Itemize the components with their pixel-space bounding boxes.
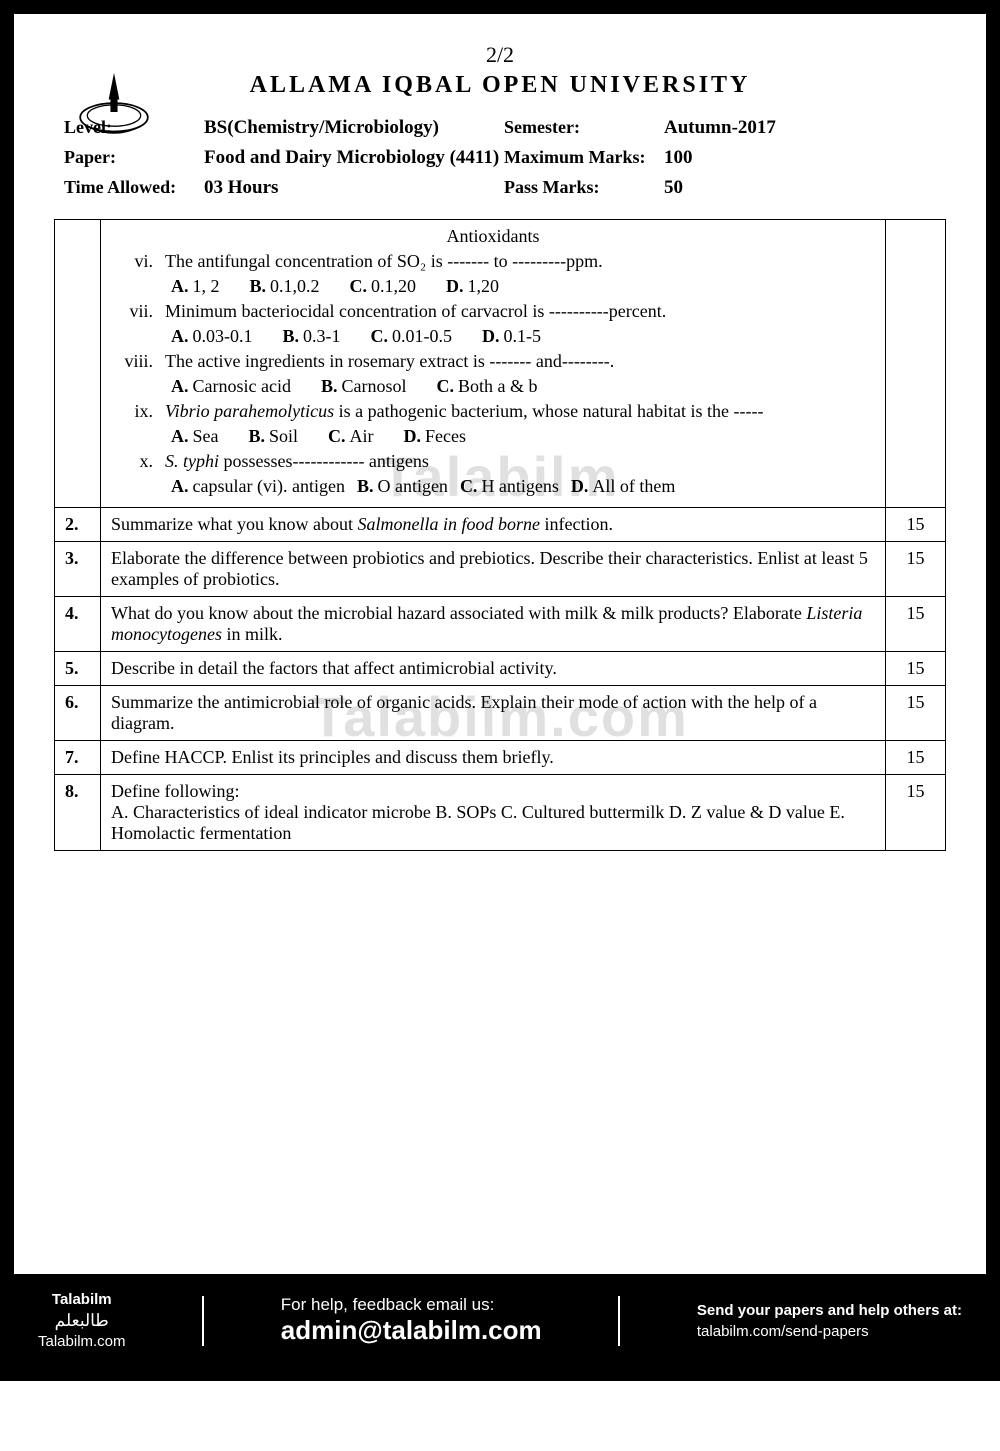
mcq-item: x. S. typhi possesses------------ antige… (111, 451, 875, 472)
question-marks: 15 (886, 652, 946, 686)
roman-num: viii. (111, 351, 165, 372)
time-value: 03 Hours (204, 177, 504, 199)
mcq-options: A.1, 2 B.0.1,0.2 C.0.1,20 D.1,20 (171, 276, 875, 297)
question-number: 3. (55, 542, 101, 597)
roman-num: ix. (111, 401, 165, 422)
question-number: 6. (55, 686, 101, 741)
footer-divider (618, 1296, 620, 1346)
passmarks-value: 50 (664, 177, 824, 199)
maxmarks-value: 100 (664, 147, 824, 169)
table-row: 3. Elaborate the difference between prob… (55, 542, 946, 597)
semester-label: Semester: (504, 117, 664, 139)
question-marks: 15 (886, 542, 946, 597)
footer-brand-ar: طالبعلم (38, 1310, 126, 1332)
mcq-options: A.0.03-0.1 B.0.3-1 C.0.01-0.5 D.0.1-5 (171, 326, 875, 347)
university-title: ALLAMA IQBAL OPEN UNIVERSITY (54, 72, 946, 99)
question-text: Define HACCP. Enlist its principles and … (101, 741, 886, 775)
footer-bar: Talabilm طالبعلم Talabilm.com For help, … (14, 1274, 986, 1367)
question-marks: 15 (886, 508, 946, 542)
question-number: 2. (55, 508, 101, 542)
mcq-item: vii. Minimum bacteriocidal concentration… (111, 301, 875, 322)
meta-grid: Level: BS(Chemistry/Microbiology) Semest… (64, 117, 946, 199)
mcq-text: The active ingredients in rosemary extra… (165, 351, 875, 372)
footer-help-line: For help, feedback email us: (281, 1295, 542, 1315)
question-text: Elaborate the difference between probiot… (101, 542, 886, 597)
time-label: Time Allowed: (64, 177, 204, 199)
footer-send-url[interactable]: talabilm.com/send-papers (697, 1321, 962, 1342)
semester-value: Autumn-2017 (664, 117, 824, 139)
footer-email[interactable]: admin@talabilm.com (281, 1315, 542, 1346)
level-value: BS(Chemistry/Microbiology) (204, 117, 504, 139)
footer-brand: Talabilm (38, 1290, 126, 1310)
maxmarks-label: Maximum Marks: (504, 147, 664, 169)
question-number: 5. (55, 652, 101, 686)
page-frame: 2/2 ALLAMA IQBAL OPEN UNIVERSITY Level: … (0, 0, 1000, 1381)
question-text: Describe in detail the factors that affe… (101, 652, 886, 686)
question-marks: 15 (886, 741, 946, 775)
mcq-options: A.Carnosic acid B.Carnosol C.Both a & b (171, 376, 875, 397)
mcq-item: ix. Vibrio parahemolyticus is a pathogen… (111, 401, 875, 422)
mcq-options: A.Sea B.Soil C.Air D.Feces (171, 426, 875, 447)
mcq-text: Minimum bacteriocidal concentration of c… (165, 301, 875, 322)
content-area: 2/2 ALLAMA IQBAL OPEN UNIVERSITY Level: … (14, 14, 986, 1214)
question-text: Summarize what you know about Salmonella… (101, 508, 886, 542)
question-marks: 15 (886, 775, 946, 851)
table-row: 4. What do you know about the microbial … (55, 597, 946, 652)
question-marks: 15 (886, 686, 946, 741)
spacer (14, 1214, 986, 1274)
table-row: 2. Summarize what you know about Salmone… (55, 508, 946, 542)
university-logo-icon (69, 64, 159, 144)
mcq-cell: Antioxidants vi. The antifungal concentr… (101, 220, 886, 508)
roman-num: vii. (111, 301, 165, 322)
passmarks-label: Pass Marks: (504, 177, 664, 199)
mcq-text: The antifungal concentration of SO₂ is -… (165, 251, 875, 272)
mcq-options: A.capsular (vi). antigen B.O antigen C.H… (171, 476, 875, 497)
roman-num: x. (111, 451, 165, 472)
table-row: Antioxidants vi. The antifungal concentr… (55, 220, 946, 508)
question-number: 7. (55, 741, 101, 775)
mcq-item: viii. The active ingredients in rosemary… (111, 351, 875, 372)
paper-label: Paper: (64, 147, 204, 169)
question-number: 4. (55, 597, 101, 652)
footer-brand-block: Talabilm طالبعلم Talabilm.com (38, 1290, 126, 1351)
footer-divider (202, 1296, 204, 1346)
mcq-text: Vibrio parahemolyticus is a pathogenic b… (165, 401, 875, 422)
footer-brand-url: Talabilm.com (38, 1332, 126, 1352)
footer-right-block: Send your papers and help others at: tal… (697, 1300, 962, 1342)
question-marks: 15 (886, 597, 946, 652)
question-text: What do you know about the microbial haz… (101, 597, 886, 652)
mcq-text: S. typhi possesses------------ antigens (165, 451, 875, 472)
antioxidants-heading: Antioxidants (111, 226, 875, 247)
footer-mid-block: For help, feedback email us: admin@talab… (281, 1295, 542, 1346)
question-number: 8. (55, 775, 101, 851)
table-row: 5. Describe in detail the factors that a… (55, 652, 946, 686)
roman-num: vi. (111, 251, 165, 272)
mcq-item: vi. The antifungal concentration of SO₂ … (111, 251, 875, 272)
table-row: 8. Define following: A. Characteristics … (55, 775, 946, 851)
question-text: Summarize the antimicrobial role of orga… (101, 686, 886, 741)
question-table: Antioxidants vi. The antifungal concentr… (54, 219, 946, 851)
question-text: Define following: A. Characteristics of … (101, 775, 886, 851)
table-row: 7. Define HACCP. Enlist its principles a… (55, 741, 946, 775)
table-row: 6. Summarize the antimicrobial role of o… (55, 686, 946, 741)
paper-value: Food and Dairy Microbiology (4411) (204, 147, 504, 169)
page-number: 2/2 (54, 42, 946, 68)
footer-send-line: Send your papers and help others at: (697, 1300, 962, 1321)
